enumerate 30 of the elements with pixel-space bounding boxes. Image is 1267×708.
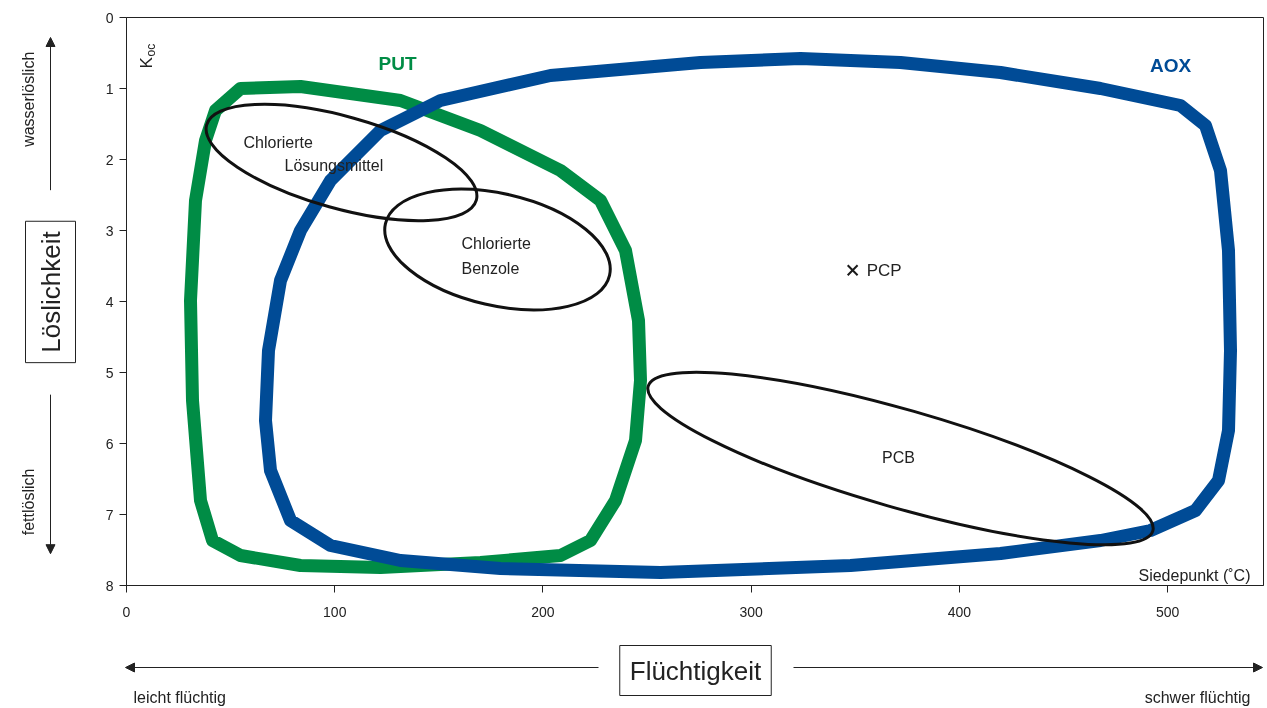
y-tick-label: 3 [105,222,114,239]
y-tick-label: 6 [105,435,114,452]
annotation: PUT [378,53,417,74]
text: leicht flüchtig [133,689,226,706]
text: wasserlöslich [20,51,37,148]
series-label: PCP [866,260,902,280]
text: schwer flüchtig [1144,689,1251,706]
y-tick-label: 4 [105,293,114,310]
text: fettlöslich [20,468,37,536]
x-tick-label: 300 [739,603,764,620]
annotation: Chlorierte [461,235,531,252]
x-tick-label: 200 [531,603,555,620]
y-axis-title: Löslichkeit [35,230,66,353]
x-tick-label: 0 [122,603,131,620]
y-tick-label: 2 [105,151,114,168]
annotation: AOX [1149,55,1192,76]
y-tick-label: 1 [105,80,114,97]
annotation: Benzole [461,260,520,277]
x-tick-label: 500 [1156,603,1180,620]
x-tick-label: 100 [323,603,347,620]
x-tick-label: 400 [947,603,972,620]
y-tick-label: 8 [105,577,114,594]
annotation: Koc [137,43,158,69]
y-tick-label: 0 [105,9,114,26]
x-axis-title: Flüchtigkeit [629,655,763,686]
y-tick-label: 5 [105,364,114,381]
annotation: PCB [882,449,915,466]
y-tick-label: 7 [105,506,114,523]
annotation: Chlorierte [243,134,313,151]
annotation: Siedepunkt (˚C) [1138,567,1251,584]
